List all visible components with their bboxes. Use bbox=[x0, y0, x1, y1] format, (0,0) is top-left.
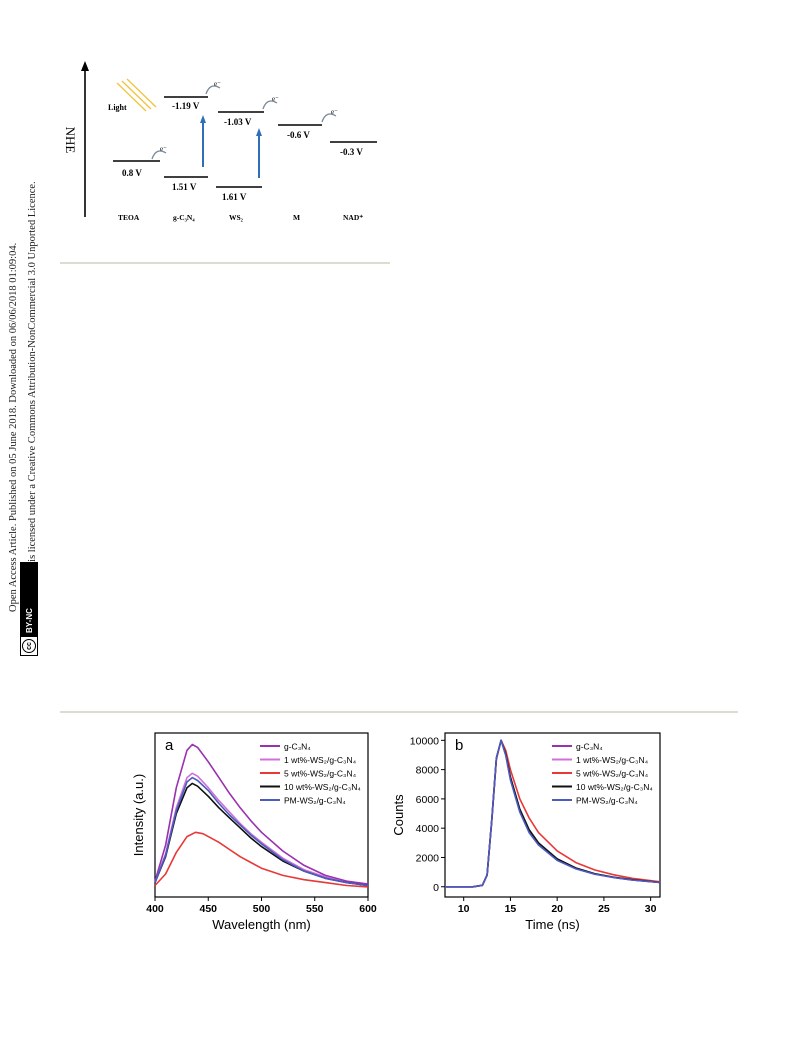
x-tick-label: 15 bbox=[505, 903, 517, 915]
ws2-cb-value: -1.03 V bbox=[224, 117, 252, 127]
ws2-excitation-arrow bbox=[256, 128, 262, 178]
energy-level-diagram: NHE Light 0.8 V -1.19 V 1.51 V -1.03 V 1… bbox=[63, 61, 377, 222]
chart-pl-spectra: 400 450 500 550 600 Wavelength (nm) Intensity … bbox=[131, 732, 377, 932]
x-axis-label: Time (ns) bbox=[525, 917, 579, 932]
top-figure-divider bbox=[60, 262, 390, 264]
electron-label-3: e⁻ bbox=[272, 95, 279, 103]
panel-label: a bbox=[165, 737, 174, 754]
light-rays-icon bbox=[116, 78, 157, 112]
legend-label-10-wt-ws-g-c-n: 10 wt%-WS₂/g-C₃N₄ bbox=[576, 782, 653, 792]
gcn-excitation-arrow bbox=[200, 115, 206, 167]
nhe-axis-label: NHE bbox=[63, 127, 78, 154]
y-tick-label: 8000 bbox=[416, 765, 440, 777]
legend-label-g-c-n: g-C₃N₄ bbox=[576, 742, 603, 752]
plot-frame bbox=[444, 732, 661, 898]
species-label-gcn: g-C₃N₄ bbox=[173, 213, 195, 222]
series-line-1-wt-ws-g-c-n bbox=[154, 772, 369, 887]
nad-value: -0.3 V bbox=[340, 147, 363, 157]
x-tick-label: 25 bbox=[598, 903, 610, 915]
nhe-axis-arrowhead bbox=[81, 61, 89, 71]
electron-label-2: e⁻ bbox=[214, 80, 221, 88]
cc-license-badge[interactable]: cc BY-NC bbox=[20, 562, 38, 656]
x-tick-label: 10 bbox=[458, 903, 470, 915]
electron-label-4: e⁻ bbox=[331, 108, 338, 116]
series-line-5-wt-ws-g-c-n bbox=[154, 831, 369, 888]
chart-trpl-decay: 10 15 20 25 30 0 2000 4000 6000 8000 10000 Time (ns… bbox=[391, 732, 661, 932]
electron-transfer-arrows bbox=[151, 85, 337, 160]
gcn-to-ws2-arrow bbox=[205, 85, 221, 95]
y-tick-label: 10000 bbox=[410, 735, 439, 747]
cc-badge-text: BY-NC bbox=[21, 563, 37, 637]
x-axis-label: Wavelength (nm) bbox=[212, 917, 311, 932]
x-tick-label: 500 bbox=[253, 903, 271, 915]
x-tick-label: 450 bbox=[199, 903, 217, 915]
mediator-value: -0.6 V bbox=[287, 130, 310, 140]
y-axis-label: Counts bbox=[391, 794, 406, 836]
legend-label-5-wt-ws-g-c-n: 5 wt%-WS₂/g-C₃N₄ bbox=[284, 769, 357, 779]
sidebar-publication-line: Open Access Article. Published on 05 Jun… bbox=[8, 242, 19, 612]
legend-label-1-wt-ws-g-c-n: 1 wt%-WS₂/g-C₃N₄ bbox=[576, 755, 649, 765]
m-to-nad-arrow bbox=[321, 113, 337, 123]
y-tick-label: 2000 bbox=[416, 852, 440, 864]
legend-label-1-wt-ws-g-c-n: 1 wt%-WS₂/g-C₃N₄ bbox=[284, 755, 357, 765]
cc-logo-icon: cc bbox=[22, 639, 36, 653]
ws2-vb-value: 1.61 V bbox=[222, 192, 247, 202]
y-tick-label: 0 bbox=[433, 882, 439, 894]
species-label-m: M bbox=[293, 213, 300, 222]
panel-label: b bbox=[455, 737, 463, 754]
x-tick-label: 20 bbox=[551, 903, 563, 915]
bottom-figure-divider bbox=[60, 711, 738, 713]
x-tick-label: 400 bbox=[146, 903, 164, 915]
species-label-nad: NAD⁺ bbox=[343, 213, 363, 222]
series-line-pm-ws-g-c-n bbox=[154, 776, 369, 887]
y-tick-label: 4000 bbox=[416, 823, 440, 835]
gcn-vb-value: 1.51 V bbox=[172, 182, 197, 192]
series-line-g-c-n bbox=[154, 743, 369, 885]
series-line-pm-ws-g-c-n bbox=[445, 739, 661, 888]
y-tick-label: 6000 bbox=[416, 794, 440, 806]
gcn-cb-value: -1.19 V bbox=[172, 101, 200, 111]
legend-label-pm-ws-g-c-n: PM-WS₂/g-C₃N₄ bbox=[576, 796, 638, 806]
y-axis-label: Intensity (a.u.) bbox=[131, 774, 146, 856]
light-label: Light bbox=[108, 103, 127, 112]
ws2-to-m-arrow bbox=[262, 100, 278, 110]
legend-label-5-wt-ws-g-c-n: 5 wt%-WS₂/g-C₃N₄ bbox=[576, 769, 649, 779]
x-tick-label: 550 bbox=[306, 903, 324, 915]
license-sidebar: Open Access Article. Published on 05 Jun… bbox=[0, 0, 50, 700]
x-tick-label: 600 bbox=[359, 903, 377, 915]
species-label-teoa: TEOA bbox=[118, 213, 140, 222]
x-tick-label: 30 bbox=[645, 903, 657, 915]
species-label-ws2: WS₂ bbox=[229, 213, 244, 222]
legend-label-10-wt-ws-g-c-n: 10 wt%-WS₂/g-C₃N₄ bbox=[284, 782, 361, 792]
legend-label-pm-ws-g-c-n: PM-WS₂/g-C₃N₄ bbox=[284, 796, 346, 806]
electron-label-1: e⁻ bbox=[160, 145, 167, 153]
teoa-level-value: 0.8 V bbox=[122, 168, 142, 178]
teoa-to-gcn-arrow bbox=[151, 150, 167, 160]
legend-label-g-c-n: g-C₃N₄ bbox=[284, 742, 311, 752]
sidebar-license-line[interactable]: This article is licensed under a Creativ… bbox=[27, 181, 38, 612]
